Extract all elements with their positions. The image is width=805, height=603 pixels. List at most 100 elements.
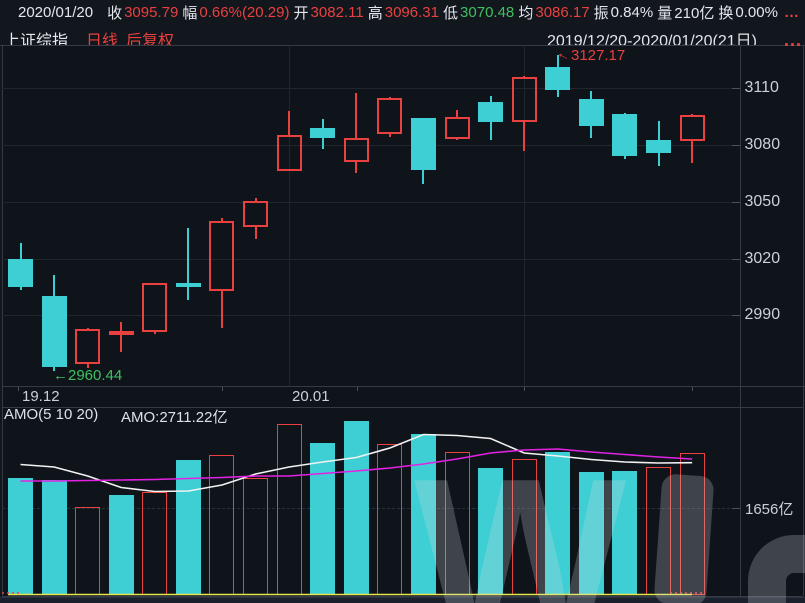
candle-lower-wick-12/27 [187,286,190,301]
amo-axis-label: 1656亿 [745,501,794,518]
amo-bar-01/03[interactable] [310,442,336,595]
quote-field-value: 0.84% [610,3,654,21]
candle-lower-wick-12/30 [220,290,223,329]
amo-bar-12/20[interactable] [8,477,33,595]
candle-01/06[interactable] [343,138,369,163]
quote-field-label: 振 [593,4,609,22]
quote-field-1: 幅 0.66%(20.29) [182,2,289,23]
candle-lower-wick-01/17 [657,153,660,167]
header-more-button[interactable]: … [784,3,799,21]
candle-upper-wick-12/31 [254,198,257,202]
candle-01/15[interactable] [578,99,604,126]
candle-01/14[interactable] [545,67,571,90]
amo-bar-12/30[interactable] [209,454,235,595]
amo-bar-01/09[interactable] [444,452,470,595]
candle-upper-wick-01/10 [489,95,492,103]
candle-12/30[interactable] [209,220,235,291]
candle-upper-wick-01/02 [288,110,291,135]
volume-pane-bottom-border [1,596,803,597]
chart-more-menu-button[interactable]: … [783,30,802,51]
title-bar: 上证综指 日线 后复权 2019/12/20-2020/01/20(21日) [0,24,805,50]
x-axis-tick-3 [524,386,525,391]
candle-01/08[interactable] [410,117,436,170]
amo-bar-01/13[interactable] [511,458,537,595]
amo-bar-01/08[interactable] [410,434,436,595]
amo-indicator-label[interactable]: AMO(5 10 20) [4,406,99,423]
quote-field-7: 量 210亿 [657,2,714,23]
price-tick-3080 [731,144,740,146]
candle-upper-wick-12/25 [120,321,123,331]
chart-panel[interactable] [2,45,803,596]
amo-bar-12/25[interactable] [108,495,134,595]
quote-field-3: 高 3096.31 [368,2,439,23]
x-axis-tick-0 [18,386,19,391]
high-price-annotation: ←3127.17 [553,44,625,66]
candle-12/23[interactable] [41,296,67,368]
candle-lower-wick-12/20 [19,287,22,290]
candle-01/02[interactable] [276,134,302,171]
amo-bar-01/10[interactable] [478,467,504,595]
amo-bar-01/15[interactable] [578,471,604,595]
amo-bar-01/07[interactable] [377,444,403,595]
amo-bar-12/23[interactable] [41,479,67,595]
amo-bar-01/06[interactable] [343,421,369,595]
amo-bar-01/17[interactable] [646,467,672,595]
candle-lower-wick-01/20 [691,140,694,163]
price-tick-2990 [731,315,740,317]
candle-lower-wick-01/07 [388,134,391,137]
amo-bar-01/14[interactable] [545,452,571,595]
low-price-annotation: ←2960.44 [53,367,122,384]
candle-01/03[interactable] [310,127,336,138]
candle-lower-wick-01/09 [456,138,459,141]
candle-12/26[interactable] [142,282,168,332]
candle-upper-wick-01/09 [456,109,459,117]
candle-upper-wick-12/24 [86,328,89,330]
candle-upper-wick-01/14 [556,55,559,68]
candle-12/31[interactable] [243,201,269,228]
quote-field-value: 3082.11 [310,3,364,21]
quote-field-label: 高 [367,4,383,22]
candle-lower-wick-12/26 [153,331,156,334]
quote-field-8: 换 0.00% [718,2,778,23]
candle-01/17[interactable] [646,140,672,154]
x-axis-tick-4 [692,386,693,391]
candle-upper-wick-01/06 [355,93,358,139]
amo-value-label: AMO:2711.22亿 [121,409,228,426]
quote-field-value: 210亿 [674,4,715,22]
candle-12/24[interactable] [75,329,101,365]
candle-pane-vgrid-1 [524,45,525,386]
candle-lower-wick-12/25 [120,333,123,353]
candle-01/20[interactable] [679,114,705,141]
candle-01/13[interactable] [511,77,537,123]
candle-12/25[interactable] [108,330,134,335]
amo-bar-01/16[interactable] [612,470,638,595]
candle-01/07[interactable] [377,97,403,135]
candle-12/20[interactable] [8,259,33,288]
x-axis-tick-2 [357,386,358,391]
quote-field-label: 低 [443,4,459,22]
candle-01/16[interactable] [612,113,638,157]
bottom-scrollbar-track[interactable] [0,597,805,603]
amo-bar-12/24[interactable] [75,506,101,595]
amo-bar-12/31[interactable] [243,477,269,595]
quote-field-label: 收 [107,4,123,22]
candle-lower-wick-01/16 [623,156,626,160]
price-tick-3050 [731,201,740,203]
amo-bar-01/20[interactable] [679,453,705,595]
quote-field-6: 振 0.84% [594,2,654,23]
quote-field-value: 3070.48 [460,3,515,21]
price-gridline-3020 [2,258,740,260]
amo-bar-12/27[interactable] [175,459,201,595]
candle-pane-vgrid-0 [289,45,290,386]
amo-bar-12/26[interactable] [142,491,168,595]
panel-right-border [802,44,804,596]
candle-01/09[interactable] [444,116,470,139]
quote-field-label: 换 [718,4,734,22]
candle-upper-wick-12/23 [53,275,56,297]
amo-axis-tick [731,508,740,510]
candle-upper-wick-01/13 [523,75,526,78]
amo-bar-01/02[interactable] [276,424,302,595]
candle-lower-wick-01/03 [321,137,324,149]
candle-01/10[interactable] [478,102,504,122]
candle-12/27[interactable] [175,283,201,287]
